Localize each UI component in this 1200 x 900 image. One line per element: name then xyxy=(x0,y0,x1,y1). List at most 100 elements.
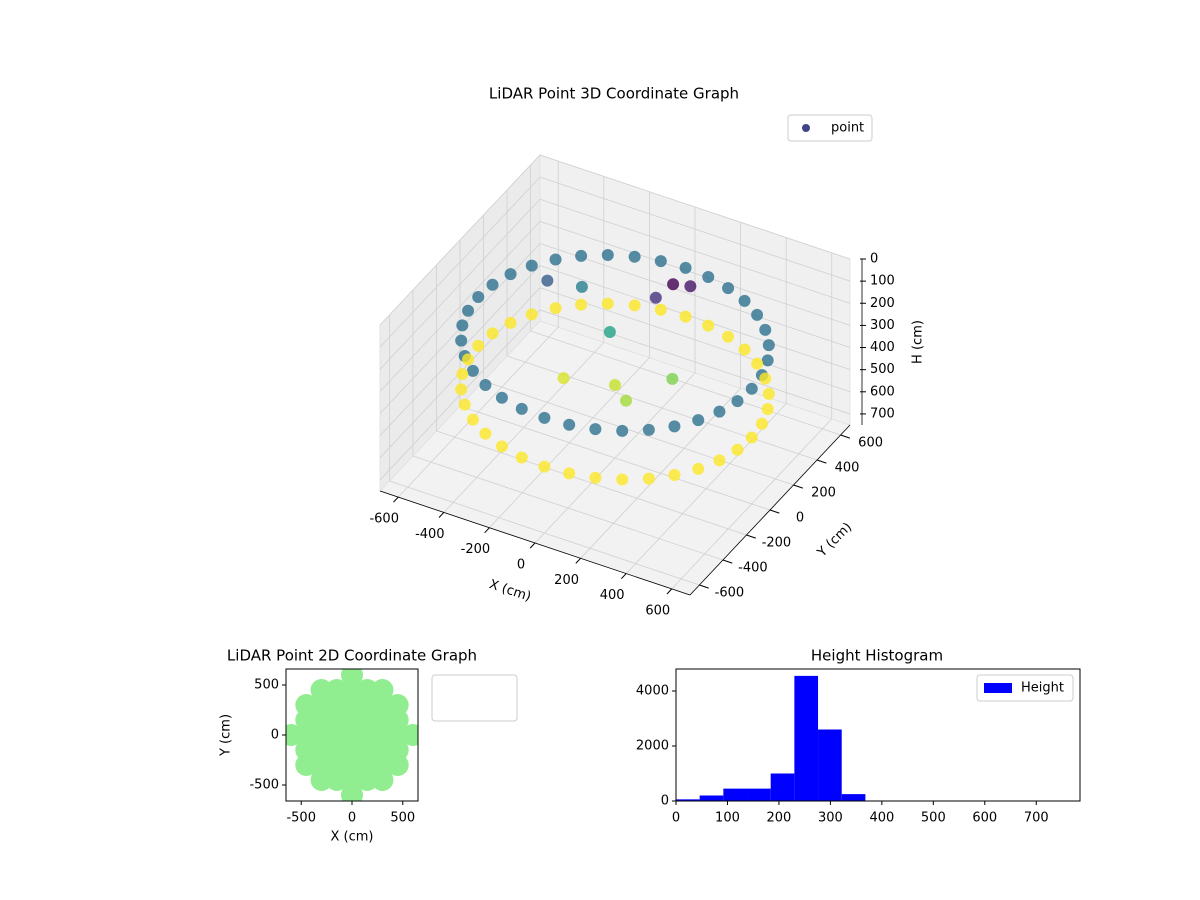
legend-box xyxy=(787,114,873,142)
point xyxy=(504,316,517,329)
bar xyxy=(676,799,700,801)
point xyxy=(575,298,588,311)
y-tick-label: 400 xyxy=(835,461,860,476)
point xyxy=(575,249,588,262)
point xyxy=(563,418,576,431)
point xyxy=(759,372,772,385)
point xyxy=(702,270,715,283)
point xyxy=(589,471,602,484)
x-tick-label: 600 xyxy=(645,603,670,618)
point xyxy=(761,354,774,367)
point xyxy=(466,364,479,377)
point xyxy=(525,259,538,272)
point xyxy=(486,327,499,340)
grid-line xyxy=(539,198,851,304)
legend-label: Height xyxy=(1021,681,1064,696)
point xyxy=(679,261,692,274)
point xyxy=(603,326,616,339)
x-tick-label: 0 xyxy=(672,811,680,826)
tick-mark xyxy=(666,588,673,595)
chart-title: Height Histogram xyxy=(811,647,943,665)
point xyxy=(295,694,318,716)
point xyxy=(751,308,764,321)
grid-line xyxy=(379,265,541,436)
point xyxy=(462,304,475,317)
point xyxy=(456,319,469,332)
point xyxy=(684,280,697,293)
chart-title: LiDAR Point 3D Coordinate Graph xyxy=(489,85,739,103)
bar xyxy=(723,788,748,801)
grid-line xyxy=(539,154,851,260)
x-tick-label: 400 xyxy=(869,811,894,826)
point xyxy=(762,339,775,352)
point xyxy=(755,417,768,430)
z-tick-label: 500 xyxy=(870,362,895,377)
point xyxy=(745,382,758,395)
point xyxy=(722,330,735,343)
point xyxy=(666,372,679,385)
point xyxy=(455,383,468,396)
point xyxy=(628,299,641,312)
bar xyxy=(770,773,795,801)
point xyxy=(692,414,705,427)
tick-mark xyxy=(575,557,581,564)
legend-marker xyxy=(802,124,810,132)
point xyxy=(620,394,633,407)
grid-line xyxy=(539,176,851,282)
point xyxy=(549,302,562,315)
point xyxy=(649,291,662,304)
point xyxy=(601,248,614,261)
bar xyxy=(818,729,842,801)
bar xyxy=(747,788,771,801)
y-tick-label: 0 xyxy=(796,511,804,526)
grid-line xyxy=(412,455,724,561)
y-tick-label: -400 xyxy=(738,561,768,576)
point xyxy=(325,679,348,701)
y-tick-label: 600 xyxy=(858,436,883,451)
point xyxy=(759,323,772,336)
point xyxy=(486,278,499,291)
point xyxy=(713,405,726,418)
grid-line xyxy=(379,198,541,370)
x-axis-line xyxy=(379,490,691,596)
point xyxy=(738,294,751,307)
tick-mark xyxy=(722,559,733,564)
grid-line xyxy=(539,243,851,348)
grid-line xyxy=(379,221,541,392)
point xyxy=(762,387,775,400)
point xyxy=(458,398,471,411)
point xyxy=(616,424,629,437)
grid-line xyxy=(379,154,541,326)
z-tick-label: 700 xyxy=(870,406,895,421)
x-tick-label: 700 xyxy=(1024,811,1049,826)
point xyxy=(702,319,715,332)
point xyxy=(692,462,705,475)
tick-mark xyxy=(699,584,709,589)
y-tick-label: 0 xyxy=(271,728,279,743)
point xyxy=(472,291,485,304)
point xyxy=(738,343,751,356)
x-tick-label: 300 xyxy=(818,811,843,826)
z-tick-label: 400 xyxy=(870,340,895,355)
point xyxy=(563,467,576,480)
point xyxy=(401,724,418,746)
point xyxy=(479,378,492,391)
plot-area xyxy=(286,669,418,801)
y-tick-label: 2000 xyxy=(636,739,669,754)
point xyxy=(356,679,379,701)
y-axis-label: Y (cm) xyxy=(814,520,855,561)
point xyxy=(642,423,655,436)
point xyxy=(642,472,655,485)
legend-box xyxy=(431,674,518,722)
x-tick-label: 0 xyxy=(517,558,525,573)
point xyxy=(601,297,614,310)
point xyxy=(667,278,680,291)
y-tick-label: 0 xyxy=(661,794,669,809)
point xyxy=(515,451,528,464)
tick-mark xyxy=(529,542,536,549)
x-axis-label: X (cm) xyxy=(487,577,533,605)
y-axis-line xyxy=(689,424,851,596)
grid-line xyxy=(379,176,541,348)
x-tick-label: 500 xyxy=(390,811,415,826)
point xyxy=(525,308,538,321)
